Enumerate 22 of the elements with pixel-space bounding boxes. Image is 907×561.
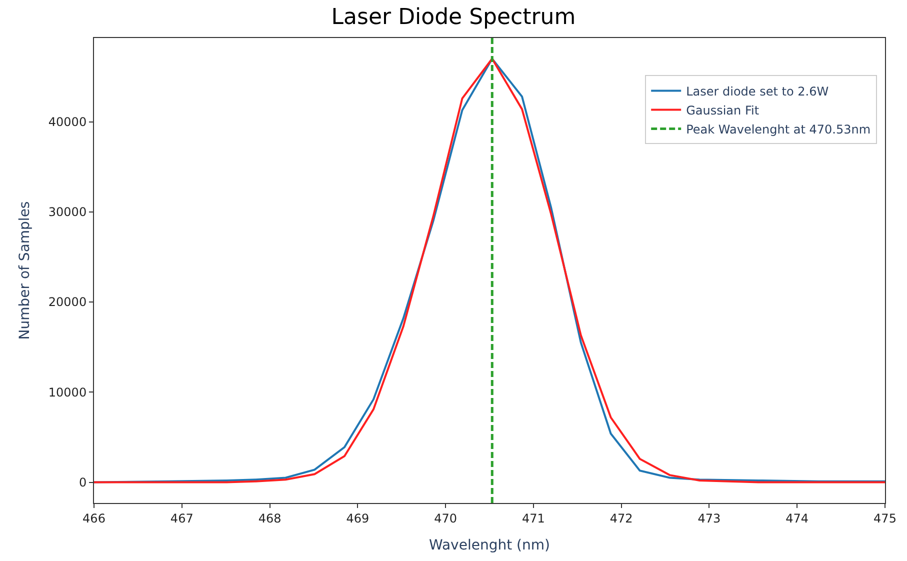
y-tick-label: 20000 — [48, 295, 87, 310]
x-axis-title: Wavelenght (nm) — [429, 538, 550, 554]
x-tick-label: 472 — [610, 511, 633, 526]
line-series — [94, 58, 885, 484]
y-axis-title: Number of Samples — [17, 201, 34, 340]
x-tick-label: 466 — [82, 511, 106, 526]
y-tick-label: 0 — [78, 475, 87, 490]
legend-label: Gaussian Fit — [686, 103, 760, 118]
x-tick-label: 473 — [698, 511, 721, 526]
legend-label: Peak Wavelenght at 470.53nm — [686, 122, 871, 136]
x-tick-label: 467 — [170, 511, 194, 526]
y-tick-label: 40000 — [48, 115, 87, 130]
chart-title: Laser Diode Spectrum — [331, 4, 576, 30]
x-tick-label: 475 — [874, 511, 896, 526]
y-tick-label: 30000 — [48, 205, 87, 220]
x-tick-label: 470 — [434, 511, 458, 526]
x-tick-label: 468 — [258, 511, 282, 526]
x-tick-label: 474 — [786, 511, 809, 526]
y-tick-label: 10000 — [48, 385, 87, 400]
x-tick-label: 471 — [522, 511, 545, 526]
legend-label: Laser diode set to 2.6W — [686, 84, 829, 98]
x-tick-label: 469 — [346, 511, 370, 526]
